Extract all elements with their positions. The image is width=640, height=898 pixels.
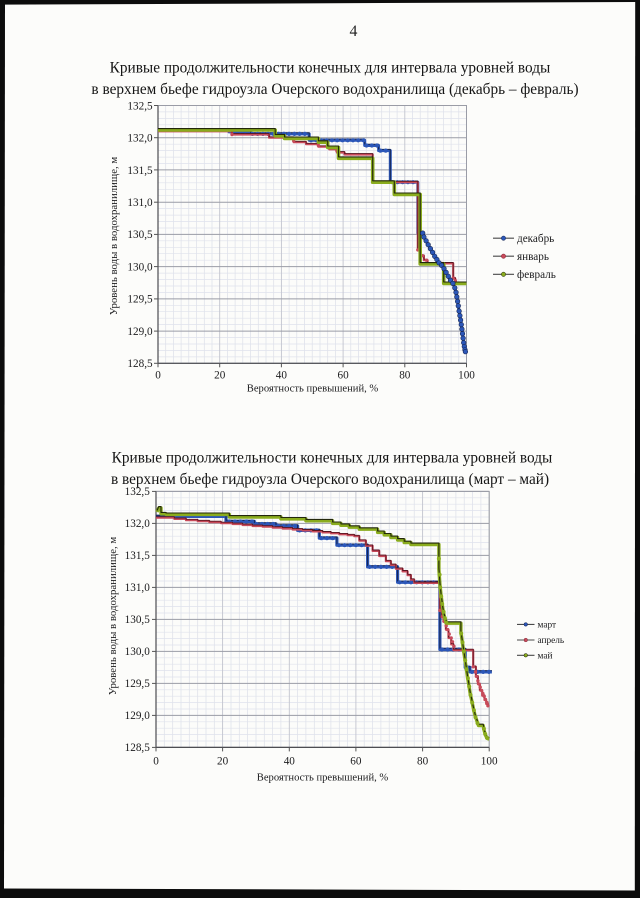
svg-text:131,0: 131,0: [127, 197, 153, 209]
svg-text:0: 0: [153, 756, 159, 768]
svg-text:131,5: 131,5: [125, 550, 151, 562]
svg-text:100: 100: [481, 756, 498, 768]
svg-text:129,5: 129,5: [127, 294, 153, 306]
svg-text:Кривые продолжительности конеч: Кривые продолжительности конечных для ин…: [110, 60, 551, 77]
svg-text:Вероятность превышений, %: Вероятность превышений, %: [257, 773, 389, 784]
svg-text:128,5: 128,5: [125, 742, 151, 754]
svg-text:40: 40: [276, 370, 288, 382]
svg-text:4: 4: [350, 23, 358, 40]
svg-text:Уровень воды в водохранилище,: Уровень воды в водохранилище, м: [107, 537, 119, 696]
svg-text:130,5: 130,5: [127, 229, 153, 241]
svg-text:130,0: 130,0: [125, 646, 151, 658]
svg-text:декабрь: декабрь: [517, 233, 554, 245]
svg-text:Кривые продолжительности конеч: Кривые продолжительности конечных для ин…: [112, 450, 553, 467]
svg-text:40: 40: [284, 756, 296, 768]
svg-text:132,5: 132,5: [125, 486, 151, 498]
svg-text:132,5: 132,5: [127, 100, 153, 112]
svg-text:январь: январь: [517, 251, 549, 263]
svg-text:Уровень воды в водохранилище,: Уровень воды в водохранилище, м: [108, 157, 120, 316]
svg-text:131,0: 131,0: [125, 582, 151, 594]
svg-text:апрель: апрель: [538, 636, 565, 646]
svg-text:в верхнем бьефе гидроузла Очер: в верхнем бьефе гидроузла Очерского водо…: [91, 81, 578, 98]
svg-text:0: 0: [155, 370, 161, 382]
svg-text:20: 20: [217, 756, 229, 768]
svg-text:в верхнем бьефе гидроузла Очер: в верхнем бьефе гидроузла Очерского водо…: [111, 471, 549, 488]
svg-text:20: 20: [214, 370, 226, 382]
svg-text:май: май: [538, 651, 553, 662]
svg-text:131,5: 131,5: [127, 165, 153, 177]
svg-text:март: март: [538, 621, 557, 631]
svg-text:132,0: 132,0: [125, 518, 151, 530]
svg-text:129,0: 129,0: [125, 710, 151, 722]
svg-text:128,5: 128,5: [127, 358, 153, 370]
svg-text:60: 60: [338, 370, 350, 382]
svg-text:60: 60: [350, 756, 362, 768]
svg-text:80: 80: [417, 756, 429, 768]
svg-text:130,0: 130,0: [127, 261, 153, 273]
svg-text:80: 80: [399, 370, 411, 382]
svg-text:129,5: 129,5: [125, 678, 151, 690]
svg-text:132,0: 132,0: [127, 133, 153, 145]
svg-text:129,0: 129,0: [127, 326, 153, 338]
svg-text:100: 100: [458, 370, 475, 382]
svg-text:130,5: 130,5: [125, 614, 151, 626]
svg-text:февраль: февраль: [517, 269, 556, 281]
svg-text:Вероятность превышений, %: Вероятность превышений, %: [247, 384, 379, 395]
